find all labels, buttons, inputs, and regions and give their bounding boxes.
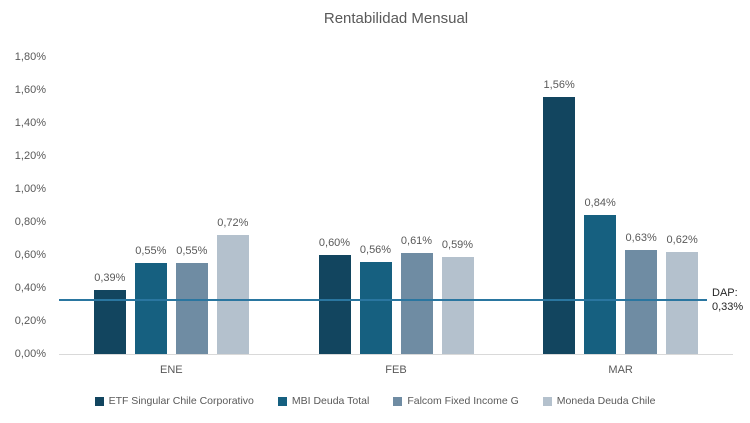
dap-reference-label: DAP: 0,33% — [712, 286, 743, 314]
x-axis-category-label: ENE — [160, 364, 183, 376]
bar-value-label: 1,56% — [543, 78, 575, 91]
bar-value-label: 0,59% — [441, 238, 474, 251]
bar — [216, 235, 249, 354]
legend-marker-icon — [393, 396, 403, 406]
legend-item: ETF Singular Chile Corporativo — [94, 395, 254, 407]
legend-label: MBI Deuda Total — [291, 395, 370, 407]
y-axis-tick-label: 1,20% — [14, 150, 46, 162]
x-axis-line — [59, 354, 733, 355]
bar-value-label: 0,84% — [584, 197, 616, 210]
legend-item: Falcom Fixed Income G — [393, 395, 519, 407]
y-axis-tick-label: 0,80% — [14, 216, 46, 228]
x-axis-category-label: FEB — [385, 364, 407, 376]
y-axis-tick-label: 1,40% — [14, 117, 46, 129]
bar — [359, 261, 392, 354]
bar — [400, 253, 433, 354]
bar-value-label: 0,72% — [217, 217, 249, 230]
bar — [441, 256, 474, 354]
legend-label: Moneda Deuda Chile — [556, 395, 656, 407]
legend-marker-icon — [94, 396, 104, 406]
y-axis-tick-label: 0,40% — [14, 282, 46, 294]
y-axis-tick-label: 1,00% — [14, 183, 46, 195]
legend-marker-icon — [542, 396, 552, 406]
y-axis-tick-label: 1,80% — [14, 51, 46, 63]
bar-value-label: 0,56% — [359, 243, 392, 256]
bar — [666, 251, 699, 354]
bar — [584, 215, 617, 354]
legend: ETF Singular Chile Corporativo MBI Deuda … — [0, 395, 750, 407]
bar-value-label: 0,55% — [176, 245, 208, 258]
bar-value-label: 0,62% — [666, 233, 698, 246]
bar — [543, 96, 576, 354]
x-axis-category-label: MAR — [608, 364, 633, 376]
legend-label: ETF Singular Chile Corporativo — [108, 395, 254, 407]
y-axis-tick-label: 0,60% — [14, 249, 46, 261]
bar — [625, 250, 658, 354]
legend-item: MBI Deuda Total — [277, 395, 370, 407]
dap-label-line2: 0,33% — [712, 300, 744, 313]
bar-value-label: 0,55% — [135, 245, 167, 258]
bar-value-label: 0,63% — [625, 232, 657, 245]
bar-value-label: 0,60% — [318, 237, 351, 249]
bar-value-label: 0,61% — [400, 235, 433, 248]
dap-label-line1: DAP: — [712, 286, 738, 299]
bar — [134, 263, 167, 354]
legend-marker-icon — [277, 396, 287, 406]
y-axis-tick-label: 0,20% — [14, 315, 46, 327]
legend-label: Falcom Fixed Income G — [407, 395, 519, 407]
y-axis-tick-label: 0,00% — [14, 348, 46, 360]
bar — [318, 255, 351, 354]
legend-item: Moneda Deuda Chile — [542, 395, 656, 407]
chart-title: Rentabilidad Mensual — [323, 10, 469, 27]
bar-value-label: 0,39% — [94, 271, 126, 284]
y-axis-tick-label: 1,60% — [14, 84, 46, 96]
dap-reference-line — [59, 298, 707, 301]
bar — [175, 263, 208, 354]
